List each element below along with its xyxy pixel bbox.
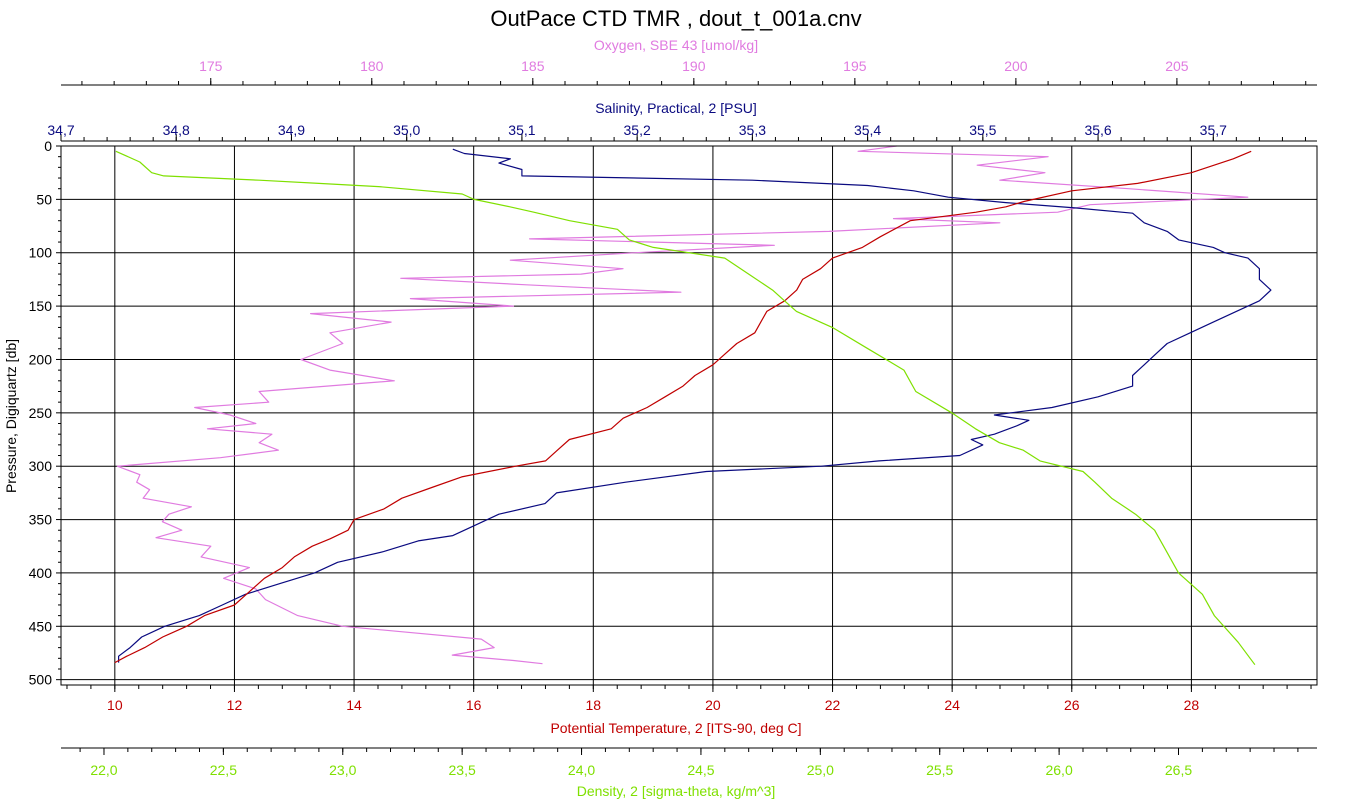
grid-lines <box>61 146 1317 685</box>
density-tick-label: 23,0 <box>329 762 356 778</box>
density-tick-label: 22,0 <box>90 762 117 778</box>
salinity-tick-label: 35,5 <box>969 122 996 138</box>
salinity-tick-label: 34,9 <box>278 122 305 138</box>
temperature-tick-label: 26 <box>1064 697 1080 713</box>
density-series-line <box>115 150 1256 666</box>
density-tick-label: 26,0 <box>1045 762 1072 778</box>
salinity-tick-label: 34,7 <box>47 122 74 138</box>
salinity-tick-label: 35,6 <box>1084 122 1111 138</box>
density-tick-label: 23,5 <box>449 762 476 778</box>
temperature-tick-label: 10 <box>107 697 123 713</box>
oxygen-tick-label: 185 <box>521 58 545 74</box>
oxygen-tick-label: 205 <box>1165 58 1189 74</box>
temperature-series-line <box>114 150 1252 664</box>
salinity-series-line <box>117 148 1272 663</box>
y-tick-label: 200 <box>29 351 53 367</box>
y-tick-label: 100 <box>29 245 53 261</box>
salinity-tick-label: 34,8 <box>163 122 190 138</box>
y-tick-label: 350 <box>29 512 53 528</box>
temperature-tick-label: 24 <box>944 697 960 713</box>
y-tick-label: 400 <box>29 565 53 581</box>
chart-title: OutPace CTD TMR , dout_t_001a.cnv <box>490 6 861 31</box>
oxygen-tick-label: 195 <box>843 58 867 74</box>
axes: 0 50 100 150 200 250 300 350 400 450 500 175 180 185 1… <box>29 37 1317 799</box>
density-tick-label: 24,0 <box>568 762 595 778</box>
plot-frame <box>60 145 1318 686</box>
temperature-tick-label: 14 <box>346 697 362 713</box>
salinity-tick-label: 35,7 <box>1200 122 1227 138</box>
oxygen-axis-title: Oxygen, SBE 43 [umol/kg] <box>594 37 758 53</box>
density-tick-label: 22,5 <box>210 762 237 778</box>
salinity-axis-title: Salinity, Practical, 2 [PSU] <box>595 100 757 116</box>
density-tick-label: 26,5 <box>1165 762 1192 778</box>
density-axis-title: Density, 2 [sigma-theta, kg/m^3] <box>577 783 776 799</box>
oxygen-tick-label: 200 <box>1004 58 1028 74</box>
density-tick-label: 25,5 <box>926 762 953 778</box>
salinity-tick-label: 35,4 <box>854 122 881 138</box>
salinity-tick-label: 35,3 <box>739 122 766 138</box>
temperature-tick-label: 16 <box>466 697 482 713</box>
oxygen-tick-label: 190 <box>682 58 706 74</box>
y-tick-label: 450 <box>29 618 53 634</box>
y-tick-label: 250 <box>29 405 53 421</box>
y-tick-label: 0 <box>44 138 52 154</box>
y-tick-label: 50 <box>36 191 52 207</box>
y-tick-label: 300 <box>29 458 53 474</box>
oxygen-tick-label: 180 <box>360 58 384 74</box>
salinity-tick-label: 35,2 <box>624 122 651 138</box>
density-tick-label: 24,5 <box>687 762 714 778</box>
temperature-tick-label: 28 <box>1184 697 1200 713</box>
salinity-tick-label: 35,1 <box>508 122 535 138</box>
oxygen-series-line <box>116 145 1249 665</box>
y-axis-label: Pressure, Digiquartz [db] <box>3 339 19 493</box>
salinity-tick-label: 35,0 <box>393 122 420 138</box>
temperature-tick-label: 12 <box>227 697 243 713</box>
y-tick-label: 500 <box>29 672 53 688</box>
temperature-tick-label: 20 <box>705 697 721 713</box>
data-series <box>114 145 1272 666</box>
temperature-tick-label: 22 <box>825 697 841 713</box>
temperature-axis-title: Potential Temperature, 2 [ITS-90, deg C] <box>550 720 801 736</box>
oxygen-tick-label: 175 <box>199 58 223 74</box>
density-tick-label: 25,0 <box>807 762 834 778</box>
y-tick-label: 150 <box>29 298 53 314</box>
temperature-tick-label: 18 <box>586 697 602 713</box>
